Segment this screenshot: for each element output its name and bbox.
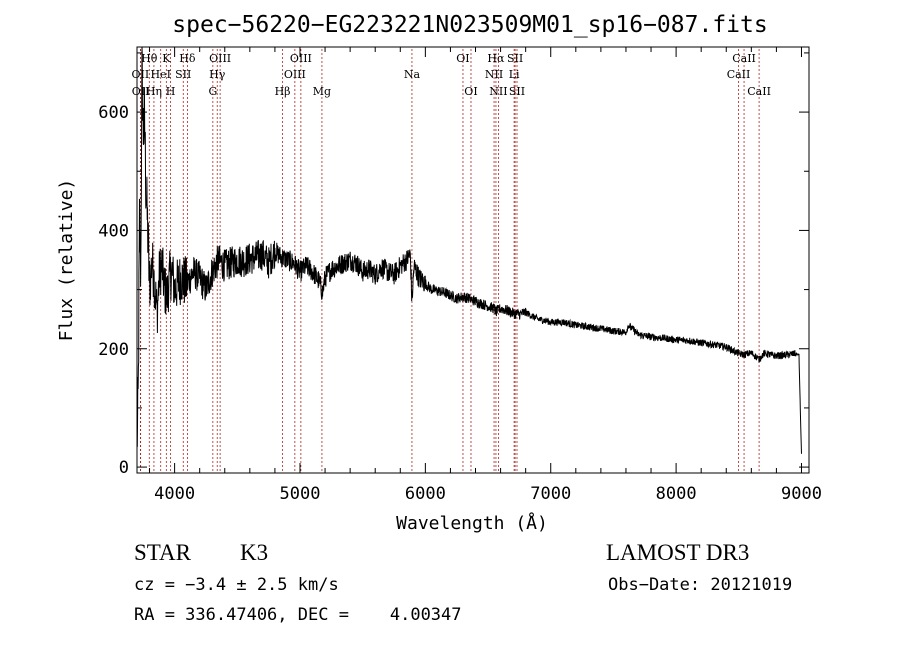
spectral-line-label: Hη [146,85,162,98]
y-axis-ticks: 0 200 400 600 [98,52,809,478]
y-tick-label: 600 [98,103,129,123]
spectral-line-label: NII [485,68,503,81]
obs-date-label: Obs−Date: 20121019 [608,575,792,595]
spectral-line-label: OI [456,52,469,65]
spectral-line-label: SII [507,52,523,65]
spectral-line-label: CaII [727,68,751,81]
spectral-line-label: CaII [732,52,756,65]
spectrum-series-line [136,46,802,454]
spectral-line-label: CaII [747,85,771,98]
x-tick-label: 8000 [656,484,697,504]
coordinates-label: RA = 336.47406, DEC = 4.00347 [134,605,462,625]
object-class-label: STAR [134,540,192,565]
spectral-line-label: NII [489,85,507,98]
spectral-line-label: OII [132,85,150,98]
spectral-line-label: OI [464,85,477,98]
spectral-line-label: OIII [209,52,231,65]
spectral-line-markers [139,49,760,473]
spectral-line-label: G [208,85,217,98]
y-tick-label: 400 [98,221,129,241]
x-axis-label: Wavelength (Å) [396,512,548,534]
spectral-line-label: SII [509,85,525,98]
spectral-line-label: SII [175,68,191,81]
x-axis-ticks: 4000 5000 6000 7000 8000 9000 [149,47,822,504]
object-subclass-label: K3 [240,540,268,565]
y-tick-label: 200 [98,340,129,360]
y-tick-label: 0 [119,458,129,478]
survey-label: LAMOST DR3 [606,540,749,565]
plot-frame [136,46,810,474]
x-tick-label: 4000 [154,484,195,504]
spectral-line-label: Hγ [209,68,226,81]
chart-title: spec−56220−EG223221N023509M01_sp16−087.f… [172,12,767,38]
y-axis-label: Flux (relative) [56,179,77,342]
spectral-line-label: OII [132,68,150,81]
spectral-line-label: OIII [290,52,312,65]
spectral-line-label: HeI [150,68,170,81]
spectral-line-label: Li [509,68,520,81]
spectral-line-label: Na [404,68,421,81]
spectral-line-label: Hα [487,52,505,65]
spectral-line-label: K [162,52,171,65]
redshift-label: cz = −3.4 ± 2.5 km/s [134,575,339,595]
spectral-line-label: H [166,85,176,98]
spectral-line-label: Hβ [275,85,291,98]
x-tick-label: 7000 [530,484,571,504]
spectral-line-labels: OII OII Hθ Hη HeI K H SII Hδ G Hγ OIII Hβ OIII OIII Mg N… [132,52,771,98]
x-tick-label: 9000 [781,484,822,504]
spectral-line-label: OIII [284,68,306,81]
spectral-line-label: Hθ [141,52,158,65]
spectral-line-label: Hδ [179,52,196,65]
x-tick-label: 5000 [280,484,321,504]
spectral-line-label: Mg [313,85,331,98]
x-tick-label: 6000 [405,484,446,504]
